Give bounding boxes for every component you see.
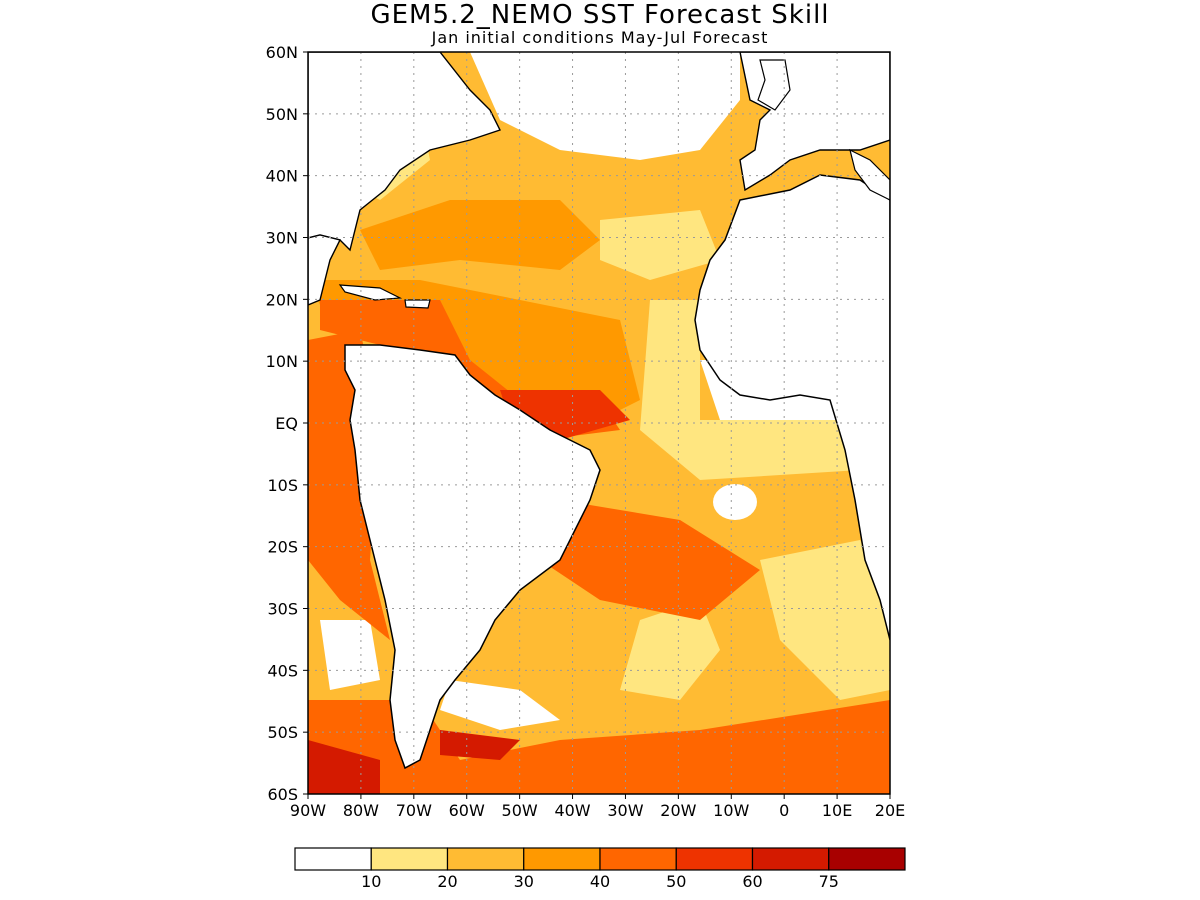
colorbar-label: 50 bbox=[666, 872, 686, 891]
land-hispaniola bbox=[404, 299, 431, 309]
field-white-pac bbox=[320, 620, 380, 690]
lon-tick-label: 30W bbox=[607, 801, 643, 820]
colorbar: 10 20 30 40 50 60 75 bbox=[294, 847, 906, 891]
lat-tick-label: 30N bbox=[266, 229, 298, 248]
field-pale-tropics bbox=[640, 300, 860, 480]
colorbar-swatch bbox=[446, 847, 525, 871]
lon-tick-label: 70W bbox=[396, 801, 432, 820]
field-pale-se bbox=[760, 540, 890, 700]
lat-tick-label: 10S bbox=[267, 476, 298, 495]
lat-tick-label: 60N bbox=[266, 43, 298, 62]
lon-tick-label: 0 bbox=[779, 801, 789, 820]
lat-tick-label: 20S bbox=[267, 538, 298, 557]
field-southern-ocean bbox=[308, 700, 890, 794]
colorbar-swatch bbox=[370, 847, 449, 871]
land-uk bbox=[757, 59, 791, 111]
lon-tick-label: 20W bbox=[660, 801, 696, 820]
colorbar-swatch bbox=[675, 847, 754, 871]
lon-tick-label: 50W bbox=[502, 801, 538, 820]
map-title: GEM5.2_NEMO SST Forecast Skill bbox=[370, 0, 830, 30]
lat-tick-label: 20N bbox=[266, 290, 298, 309]
field-white-south bbox=[440, 680, 560, 730]
colorbar-swatch bbox=[828, 847, 906, 871]
lon-tick-label: 20E bbox=[875, 801, 905, 820]
lon-tick-label: 10E bbox=[822, 801, 852, 820]
latitude-axis: 60N 50N 40N 30N 20N 10N EQ 10S 20S 30S 40S 50S 60S bbox=[266, 43, 308, 804]
lon-tick-label: 10W bbox=[713, 801, 749, 820]
lat-tick-label: 10N bbox=[266, 352, 298, 371]
field-falkland bbox=[440, 730, 520, 760]
field-white-natl bbox=[470, 52, 740, 160]
colorbar-label: 40 bbox=[590, 872, 610, 891]
field-white-spot bbox=[713, 484, 757, 520]
colorbar-label: 30 bbox=[514, 872, 534, 891]
lon-tick-label: 80W bbox=[343, 801, 379, 820]
field-sw-max bbox=[308, 740, 380, 794]
lat-tick-label: 30S bbox=[267, 600, 298, 619]
lon-tick-label: 90W bbox=[290, 801, 326, 820]
longitude-axis: 90W 80W 70W 60W 50W 40W 30W 20W 10W 0 10E 20E bbox=[290, 794, 905, 820]
field-pale-azores bbox=[600, 210, 720, 280]
land-south-america bbox=[344, 344, 601, 770]
lat-tick-label: 50S bbox=[267, 723, 298, 742]
field-brazil-current bbox=[540, 500, 760, 620]
land-cuba bbox=[338, 284, 403, 301]
lon-tick-label: 40W bbox=[554, 801, 590, 820]
lat-tick-label: 40N bbox=[266, 167, 298, 186]
gridlines bbox=[308, 52, 890, 794]
lon-tick-label: 60W bbox=[449, 801, 485, 820]
lat-tick-label: 40S bbox=[267, 661, 298, 680]
field-gulfstream bbox=[360, 200, 600, 270]
map-subtitle: Jan initial conditions May-Jul Forecast bbox=[431, 28, 769, 47]
colorbar-swatch bbox=[523, 847, 601, 871]
lat-tick-label: 50N bbox=[266, 105, 298, 124]
land-italy bbox=[849, 148, 890, 201]
colorbar-label: 20 bbox=[437, 872, 457, 891]
colorbar-swatch bbox=[751, 847, 830, 871]
colorbar-label: 10 bbox=[361, 872, 381, 891]
field-pale-sc bbox=[620, 600, 720, 700]
land-central-america bbox=[308, 234, 342, 306]
colorbar-swatch bbox=[599, 847, 677, 871]
lat-tick-label: 60S bbox=[267, 785, 298, 804]
lat-tick-label: EQ bbox=[275, 414, 298, 433]
colorbar-swatch bbox=[294, 847, 372, 871]
colorbar-label: 75 bbox=[819, 872, 839, 891]
colorbar-label: 60 bbox=[742, 872, 762, 891]
land bbox=[308, 52, 890, 770]
